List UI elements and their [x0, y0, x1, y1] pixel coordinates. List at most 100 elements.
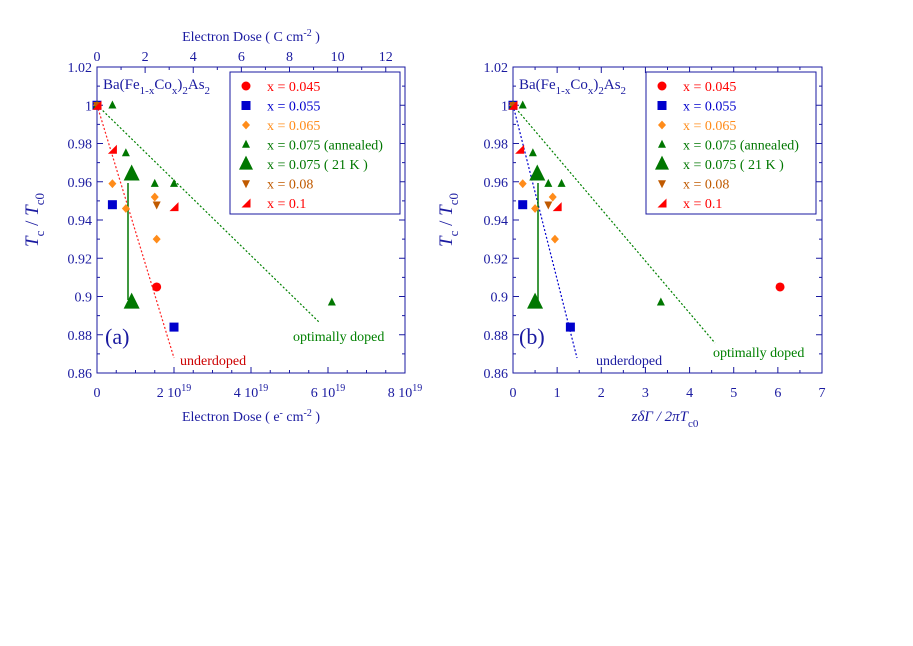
legend-marker [658, 180, 666, 189]
x-axis-label-a: Electron Dose ( e- cm-2 ) [182, 408, 320, 425]
data-point [518, 179, 527, 189]
y-tick-label: 0.9 [491, 291, 509, 306]
top-x-tick-label: 2 [142, 50, 149, 65]
y-tick-label: 0.98 [68, 138, 93, 153]
legend-marker [657, 198, 667, 208]
legend-marker [655, 155, 669, 170]
legend-label: x = 0.065 [267, 119, 320, 134]
top-x-axis-label-a: Electron Dose ( C cm-2 ) [182, 28, 320, 45]
x-tick-label: 7 [819, 386, 826, 401]
legend-label: x = 0.075 (annealed) [683, 139, 799, 154]
x-tick-label: 0 [510, 386, 517, 401]
data-point [123, 164, 140, 181]
underdoped-fit-line-a [96, 104, 175, 359]
underdoped-label-a: underdoped [180, 354, 246, 369]
y-tick-label: 0.88 [484, 329, 509, 344]
legend-marker [241, 81, 251, 91]
data-point [508, 100, 518, 110]
x-tick-label: 5 [730, 386, 737, 401]
top-x-tick-label: 12 [379, 50, 393, 65]
y-tick-label: 1.02 [484, 61, 509, 76]
top-x-tick-label: 10 [331, 50, 345, 65]
data-point [108, 179, 117, 189]
fit-lines-b [512, 104, 716, 359]
compound-label-b: Ba(Fe1-xCox)2As2 [519, 77, 626, 97]
data-point [152, 201, 161, 210]
data-point [528, 148, 537, 157]
x-axis-label-b: zδΓ / 2πTc0 [631, 409, 699, 430]
legend-label: x = 0.08 [683, 178, 729, 193]
optimally-doped-label-b: optimally doped [713, 346, 804, 361]
legend-label: x = 0.075 (annealed) [267, 139, 383, 154]
legend-a: x = 0.045 x = 0.055 x = 0.065 x = 0.075 (an… [239, 80, 383, 212]
panel-label-a: (a) [105, 324, 129, 349]
legend-label: x = 0.045 [683, 80, 736, 95]
legend-b: x = 0.045 x = 0.055 x = 0.065 x = 0.075 (an… [655, 80, 799, 212]
panel-label-b: (b) [519, 324, 545, 349]
data-point [656, 297, 665, 306]
data-point [150, 178, 159, 187]
data-point [544, 201, 553, 210]
x-tick-label: 2 1019 [157, 383, 192, 401]
markers-b [508, 100, 785, 332]
x-tick-label: 3 [642, 386, 649, 401]
top-x-tick-label: 6 [238, 50, 245, 65]
y-tick-label: 1.02 [68, 61, 93, 76]
legend-box-b [645, 71, 817, 215]
legend-label: x = 0.045 [267, 80, 320, 95]
legend-label: x = 0.075 ( 21 K ) [267, 158, 368, 173]
legend-label: x = 0.065 [683, 119, 736, 134]
x-tick-label: 6 [774, 386, 781, 401]
legend-label: x = 0.1 [267, 197, 306, 212]
y-tick-label: 0.96 [68, 176, 93, 191]
y-tick-label: 0.94 [68, 214, 93, 229]
x-tick-label: 0 [94, 386, 101, 401]
data-point [775, 282, 785, 292]
data-point [515, 144, 525, 154]
legend-marker [241, 101, 251, 110]
data-point [169, 322, 179, 332]
x-tick-label: 2 [598, 386, 605, 401]
legend-label: x = 0.1 [683, 197, 722, 212]
y-tick-label: 0.94 [484, 214, 509, 229]
legend-label: x = 0.075 ( 21 K ) [683, 158, 784, 173]
y-tick-label: 0.92 [68, 252, 93, 267]
legend-label: x = 0.08 [267, 178, 313, 193]
data-point [107, 144, 117, 154]
legend-marker [658, 120, 666, 130]
legend-marker [241, 198, 251, 208]
fit-lines-a [96, 104, 321, 359]
y-tick-label: 1 [85, 99, 92, 114]
y-tick-label: 0.86 [68, 367, 93, 382]
data-point [169, 202, 179, 212]
y-tick-label: 1 [501, 99, 508, 114]
data-point [548, 192, 557, 202]
data-point [518, 100, 527, 109]
underdoped-label-b: underdoped [596, 354, 662, 369]
underdoped-fit-line-b [512, 104, 578, 359]
y-tick-label: 0.92 [484, 252, 509, 267]
data-point [152, 234, 161, 244]
data-point [108, 100, 117, 109]
data-point [107, 200, 117, 210]
data-point [544, 178, 553, 187]
legend-marker [658, 139, 666, 148]
y-axis-label-b: Tc / Tc0 [436, 193, 461, 247]
top-x-tick-label: 8 [286, 50, 293, 65]
optimally-doped-fit-line-b [512, 104, 716, 344]
legend-label: x = 0.055 [683, 100, 736, 115]
legend-label: x = 0.055 [267, 100, 320, 115]
data-point [518, 200, 528, 210]
y-tick-label: 0.9 [75, 291, 93, 306]
data-point [150, 192, 159, 202]
data-point [123, 292, 140, 309]
y-tick-label: 0.98 [484, 138, 509, 153]
data-point [531, 204, 540, 213]
legend-marker [242, 120, 250, 130]
compound-label-a: Ba(Fe1-xCox)2As2 [103, 77, 210, 97]
y-tick-label: 0.88 [68, 329, 93, 344]
top-x-tick-label: 0 [94, 50, 101, 65]
